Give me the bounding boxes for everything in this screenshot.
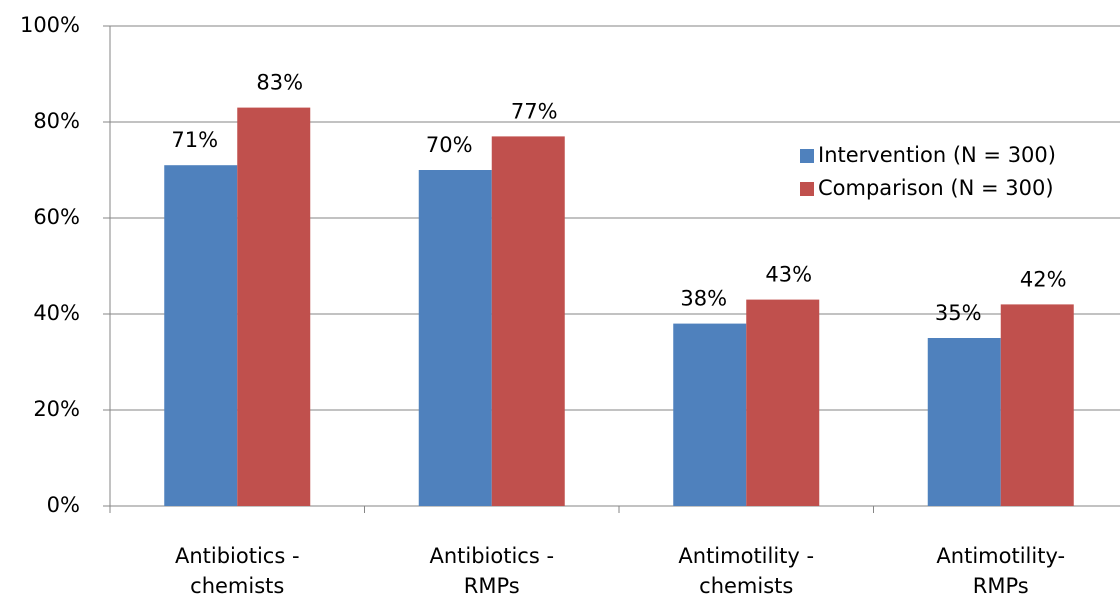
x-tick-label: Antimotility - chemists (678, 544, 815, 598)
legend-label: Intervention (N = 300) (818, 143, 1056, 167)
y-tick-label: 60% (33, 205, 80, 229)
bar (237, 107, 311, 506)
y-tick-label: 0% (47, 493, 80, 517)
bar (927, 338, 1001, 506)
legend-swatch (800, 149, 814, 163)
bar (418, 170, 492, 506)
bar (1000, 304, 1074, 506)
data-label: 70% (426, 133, 473, 157)
data-label: 43% (765, 263, 812, 287)
x-tick-label: Antibiotics - chemists (174, 544, 300, 598)
y-tick-label: 80% (33, 109, 80, 133)
bar (164, 165, 238, 506)
x-tick-label: Antibiotics - RMPs (429, 544, 555, 598)
data-label: 83% (256, 71, 303, 95)
bar (491, 136, 565, 506)
data-label: 35% (935, 301, 982, 325)
data-label: 42% (1020, 267, 1067, 291)
data-label: 77% (511, 99, 558, 123)
x-tick-label: Antimotility- RMPs (936, 544, 1066, 598)
legend-label: Comparison (N = 300) (818, 176, 1054, 200)
data-label: 38% (680, 287, 727, 311)
y-tick-label: 20% (33, 397, 80, 421)
y-tick-label: 100% (20, 13, 80, 37)
y-tick-label: 40% (33, 301, 80, 325)
bar (673, 323, 747, 506)
data-label: 71% (171, 128, 218, 152)
legend-swatch (800, 182, 814, 196)
bar (746, 299, 820, 506)
